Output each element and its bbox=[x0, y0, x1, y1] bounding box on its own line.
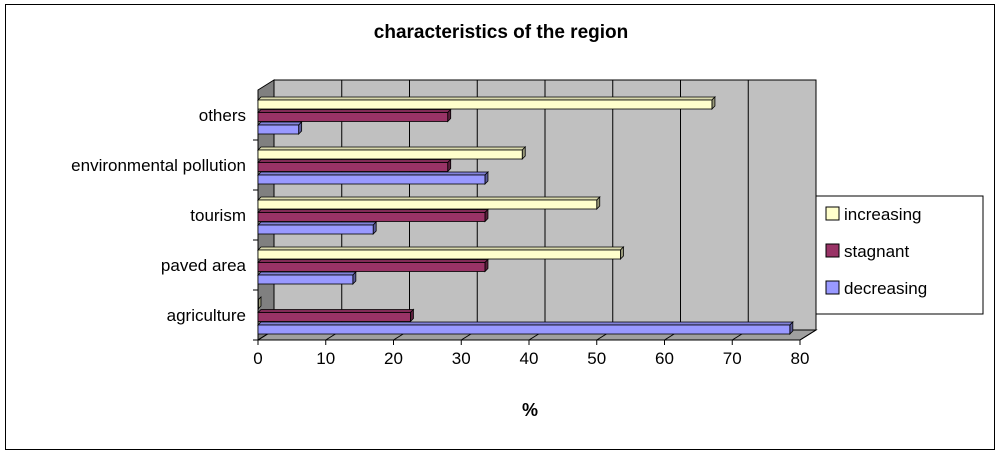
category-label: environmental pollution bbox=[71, 156, 246, 175]
floor-gridline bbox=[799, 329, 817, 341]
legend-item-stagnant: stagnant bbox=[825, 242, 909, 261]
chart-title: characteristics of the region bbox=[374, 22, 628, 43]
x-tick-label: 60 bbox=[655, 349, 674, 368]
x-tick-label: 80 bbox=[791, 349, 810, 368]
x-axis-title: % bbox=[522, 400, 538, 420]
bar-increasing bbox=[257, 146, 527, 160]
legend-box bbox=[815, 195, 984, 315]
legend-swatch bbox=[825, 206, 840, 221]
legend-label: stagnant bbox=[844, 242, 909, 261]
bar-stagnant bbox=[257, 308, 415, 323]
x-tick-label: 20 bbox=[384, 349, 403, 368]
bar-increasing bbox=[257, 246, 625, 260]
legend-item-increasing: increasing bbox=[825, 205, 922, 224]
legend-swatch bbox=[825, 243, 840, 258]
bar-stagnant bbox=[257, 208, 489, 223]
category-label: tourism bbox=[190, 206, 246, 225]
x-tick-label: 30 bbox=[452, 349, 471, 368]
x-tick-label: 10 bbox=[316, 349, 335, 368]
category-label: paved area bbox=[161, 256, 247, 275]
category-label: agriculture bbox=[167, 306, 246, 325]
x-tick-label: 40 bbox=[520, 349, 539, 368]
bar-decreasing bbox=[257, 171, 489, 185]
bar-decreasing bbox=[257, 271, 357, 285]
legend-item-decreasing: decreasing bbox=[825, 279, 927, 298]
bar-decreasing bbox=[257, 121, 303, 135]
bar-stagnant bbox=[257, 108, 452, 123]
bar-increasing bbox=[257, 296, 262, 310]
bar-stagnant bbox=[257, 258, 489, 273]
bar-stagnant bbox=[257, 158, 452, 173]
legend-label: increasing bbox=[844, 205, 922, 224]
y-axis-categories: agriculture paved area tourism environmenta… bbox=[71, 106, 258, 341]
bar-increasing bbox=[257, 196, 601, 210]
legend: increasing stagnant decreasing bbox=[815, 195, 984, 315]
bars bbox=[257, 96, 794, 335]
bar-increasing bbox=[257, 96, 716, 110]
bar-decreasing bbox=[257, 321, 794, 335]
bar-decreasing bbox=[257, 221, 378, 235]
legend-label: decreasing bbox=[844, 279, 927, 298]
x-tick-label: 50 bbox=[587, 349, 606, 368]
legend-swatch bbox=[825, 280, 840, 295]
x-tick-label: 0 bbox=[253, 349, 262, 368]
category-label: others bbox=[199, 106, 246, 125]
x-tick-label: 70 bbox=[723, 349, 742, 368]
